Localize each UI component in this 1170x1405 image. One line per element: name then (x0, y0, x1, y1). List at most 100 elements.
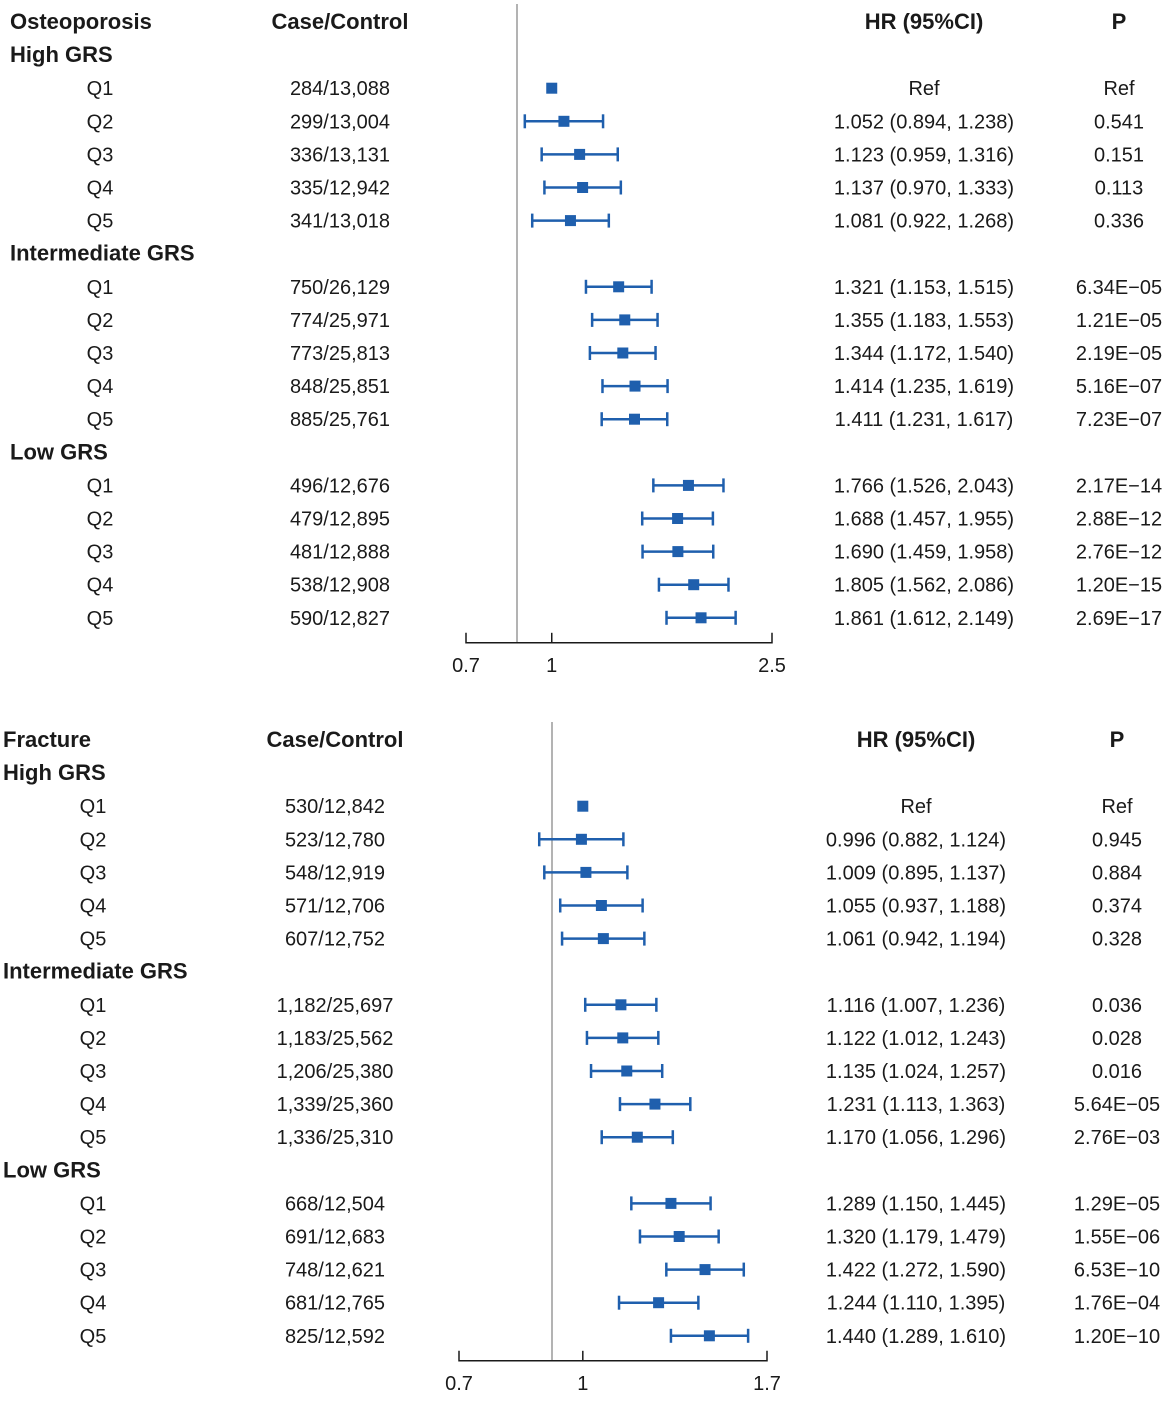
case-control-value: 538/12,908 (290, 575, 390, 597)
p-value: 0.884 (1092, 862, 1142, 884)
hr-ci-value: 1.009 (0.895, 1.137) (826, 862, 1006, 884)
p-value: 2.88E−12 (1076, 509, 1162, 531)
column-header-p: P (1110, 727, 1125, 752)
hr-point (629, 380, 641, 392)
hr-ci-value: 1.122 (1.012, 1.243) (826, 1028, 1006, 1050)
row-label: Q2 (87, 310, 114, 332)
hr-ci-value: 1.231 (1.113, 1.363) (827, 1094, 1006, 1116)
hr-point (580, 866, 592, 878)
row-label: Q4 (80, 1293, 107, 1315)
hr-ci-value: 1.805 (1.562, 2.086) (834, 575, 1014, 597)
column-header-hr: HR (95%CI) (857, 727, 976, 752)
group-label: Low GRS (10, 439, 108, 464)
hr-point (595, 900, 607, 911)
p-value: 0.374 (1092, 896, 1142, 918)
p-value: 1.20E−15 (1076, 575, 1162, 597)
hr-ci-value: 1.411 (1.231, 1.617) (835, 409, 1014, 431)
hr-ci-value: 1.135 (1.024, 1.257) (826, 1061, 1006, 1083)
case-control-value: 481/12,888 (290, 542, 390, 564)
hr-point (688, 579, 700, 591)
case-control-value: 284/13,088 (290, 78, 390, 100)
x-axis-tick-label: 0.7 (445, 1373, 473, 1395)
row-label: Q3 (87, 542, 114, 564)
hr-ci-value: 1.289 (1.150, 1.445) (826, 1193, 1006, 1215)
row-label: Q1 (80, 796, 107, 818)
case-control-value: 1,183/25,562 (277, 1028, 394, 1050)
case-control-value: 748/12,621 (285, 1260, 385, 1282)
hr-ci-value: 1.690 (1.459, 1.958) (834, 542, 1014, 564)
case-control-value: 590/12,827 (290, 608, 390, 630)
hr-ci-value: 1.116 (1.007, 1.236) (827, 995, 1006, 1017)
hr-ci-value: 1.081 (0.922, 1.268) (834, 211, 1014, 233)
hr-ci-value: 1.440 (1.289, 1.610) (826, 1326, 1006, 1348)
hr-ci-value: 1.137 (0.970, 1.333) (834, 178, 1014, 200)
hr-point (672, 546, 684, 558)
x-axis-tick-label: 1 (546, 655, 557, 677)
p-value: 0.036 (1092, 995, 1142, 1017)
p-value: 0.336 (1094, 211, 1144, 233)
p-value: 1.20E−10 (1074, 1326, 1160, 1348)
row-label: Q5 (87, 608, 114, 630)
hr-point (621, 1065, 633, 1077)
hr-ci-value: 1.052 (0.894, 1.238) (834, 111, 1014, 133)
x-axis-tick-label: 0.7 (452, 655, 480, 677)
row-label: Q1 (87, 277, 114, 299)
hr-point (672, 513, 684, 524)
row-label: Q4 (80, 896, 107, 918)
hr-point (665, 1197, 677, 1209)
group-label: High GRS (10, 42, 113, 67)
hr-point (617, 347, 629, 359)
case-control-value: 774/25,971 (290, 310, 390, 332)
p-value: Ref (1103, 78, 1135, 100)
row-label: Q1 (80, 995, 107, 1017)
row-label: Q3 (87, 144, 114, 166)
row-label: Q5 (87, 409, 114, 431)
column-header-hr: HR (95%CI) (865, 9, 984, 34)
hr-point (546, 82, 558, 94)
hr-point (703, 1330, 715, 1342)
panel-title: Osteoporosis (10, 9, 152, 34)
row-label: Q1 (87, 475, 114, 497)
p-value: 2.19E−05 (1076, 343, 1162, 365)
p-value: 7.23E−07 (1076, 409, 1162, 431)
hr-point (564, 215, 576, 227)
panel-title: Fracture (3, 727, 91, 752)
hr-ci-value: 1.344 (1.172, 1.540) (834, 343, 1014, 365)
row-label: Q3 (80, 1061, 107, 1083)
case-control-value: 848/25,851 (290, 376, 390, 398)
row-label: Q5 (80, 1127, 107, 1149)
hr-ci-value: 1.355 (1.183, 1.553) (834, 310, 1014, 332)
case-control-value: 681/12,765 (285, 1293, 385, 1315)
row-label: Q1 (87, 78, 114, 100)
hr-point (577, 182, 589, 193)
column-header-case-control: Case/Control (267, 727, 404, 752)
p-value: 1.29E−05 (1074, 1193, 1160, 1215)
case-control-value: 825/12,592 (285, 1326, 385, 1348)
hr-point (613, 281, 625, 293)
p-value: 2.76E−12 (1076, 542, 1162, 564)
case-control-value: 479/12,895 (290, 509, 390, 531)
p-value: 0.028 (1092, 1028, 1142, 1050)
hr-point (577, 800, 589, 812)
p-value: 5.16E−07 (1076, 376, 1162, 398)
group-label: Low GRS (3, 1157, 101, 1182)
hr-point (699, 1264, 711, 1276)
p-value: 0.151 (1094, 144, 1144, 166)
case-control-value: 1,206/25,380 (277, 1061, 394, 1083)
row-label: Q2 (80, 829, 107, 851)
case-control-value: 548/12,919 (285, 862, 385, 884)
hr-point (574, 148, 586, 160)
p-value: Ref (1101, 796, 1133, 818)
hr-point (629, 413, 641, 425)
hr-ci-value: 1.321 (1.153, 1.515) (834, 277, 1014, 299)
case-control-value: 668/12,504 (285, 1193, 385, 1215)
case-control-value: 523/12,780 (285, 829, 385, 851)
row-label: Q4 (87, 575, 114, 597)
p-value: 1.21E−05 (1076, 310, 1162, 332)
hr-ci-value: 1.244 (1.110, 1.395) (827, 1293, 1006, 1315)
case-control-value: 607/12,752 (285, 929, 385, 951)
row-label: Q1 (80, 1193, 107, 1215)
case-control-value: 1,182/25,697 (277, 995, 394, 1017)
row-label: Q2 (87, 509, 114, 531)
row-label: Q2 (80, 1028, 107, 1050)
